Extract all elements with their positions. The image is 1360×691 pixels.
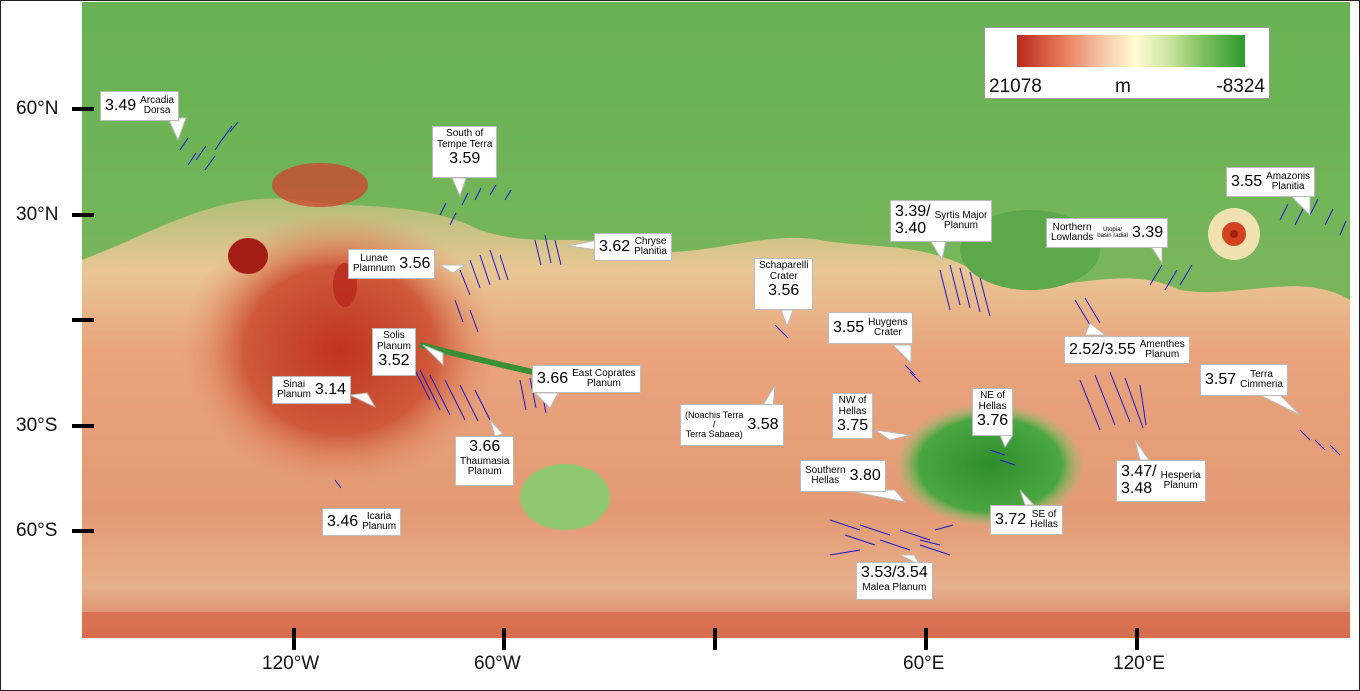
lat-label-60S: 60°S bbox=[16, 520, 58, 541]
label-northern-note: Utopia/ basin radial bbox=[1097, 226, 1128, 239]
label-thaumasia: 3.66 Thaumasia Planum bbox=[455, 436, 515, 486]
tick-120E bbox=[1135, 628, 1139, 650]
label-southern-hellas: Southern Hellas 3.80 bbox=[800, 460, 886, 492]
label-hesperia: 3.47/ 3.48 Hesperia Planum bbox=[1116, 460, 1206, 502]
tick-30S bbox=[72, 424, 94, 428]
tick-60W bbox=[502, 628, 506, 650]
label-se-hellas: 3.72 SE of Hellas bbox=[990, 505, 1063, 535]
label-solis: Solis Planum 3.52 bbox=[372, 328, 416, 376]
label-amenthes: 2.52/3.55 Amenthes Planum bbox=[1064, 336, 1190, 364]
hellas-basin bbox=[895, 403, 1085, 527]
legend-min-label: 21078 bbox=[989, 76, 1042, 97]
label-syrtis: 3.39/ 3.40 Syrtis Major Planum bbox=[890, 200, 993, 242]
legend-max-label: -8324 bbox=[1216, 76, 1265, 97]
label-sinai: Sinai Planum 3.14 bbox=[272, 376, 352, 404]
wrinkle-ridges bbox=[179, 121, 1347, 556]
lon-label-60W: 60°W bbox=[474, 653, 521, 674]
tick-60N bbox=[72, 107, 94, 111]
label-schiaparelli: Schaparelli Crater 3.56 bbox=[754, 258, 814, 310]
lat-label-60N: 60°N bbox=[16, 98, 59, 119]
lon-label-120E: 120°E bbox=[1113, 653, 1165, 674]
legend-color-bar bbox=[1017, 35, 1245, 67]
label-lunae: Lunae Plamnum 3.56 bbox=[348, 249, 436, 279]
label-cimmeria: 3.57 Terra Cimmeria bbox=[1200, 364, 1288, 396]
lon-label-60E: 60°E bbox=[903, 653, 945, 674]
tick-120W bbox=[292, 628, 296, 650]
label-ne-hellas: NE of Hellas 3.76 bbox=[972, 388, 1014, 436]
label-northern-lowlands: Northern Lowlands Utopia/ basin radial 3… bbox=[1046, 218, 1169, 248]
label-malea: 3.53/3.54 Malea Planum bbox=[856, 562, 933, 600]
label-huygens: 3.55 Huygens Crater bbox=[828, 312, 913, 344]
label-amazonis: 3.55 Amazonis Planitia bbox=[1226, 167, 1316, 197]
label-tempe: South of Tempe Terra 3.59 bbox=[432, 126, 498, 178]
legend-unit-label: m bbox=[1115, 76, 1131, 97]
lat-label-30S: 30°S bbox=[16, 415, 58, 436]
lat-label-30N: 30°N bbox=[16, 204, 59, 225]
label-arcadia: 3.49 Arcadia Dorsa bbox=[100, 91, 180, 121]
tick-60S bbox=[72, 529, 94, 533]
label-nw-hellas: NW of Hellas 3.75 bbox=[832, 393, 874, 439]
label-coprates: 3.66 East Coprates Planum bbox=[532, 365, 641, 393]
tick-30N bbox=[72, 213, 94, 217]
argyre-basin bbox=[520, 464, 610, 530]
elevation-legend: 21078 m -8324 bbox=[984, 27, 1270, 99]
tick-0lon bbox=[713, 628, 717, 650]
tick-60E bbox=[924, 628, 928, 650]
label-chryse: 3.62 Chryse Planitia bbox=[594, 233, 672, 261]
lon-label-120W: 120°W bbox=[262, 653, 320, 674]
tharsis-region bbox=[180, 210, 500, 490]
tick-0 bbox=[72, 318, 94, 322]
label-noachis: (Noachis Terra / Terra Sabaea) 3.58 bbox=[680, 404, 784, 446]
label-icaria: 3.46 Icaria Planum bbox=[322, 508, 402, 536]
